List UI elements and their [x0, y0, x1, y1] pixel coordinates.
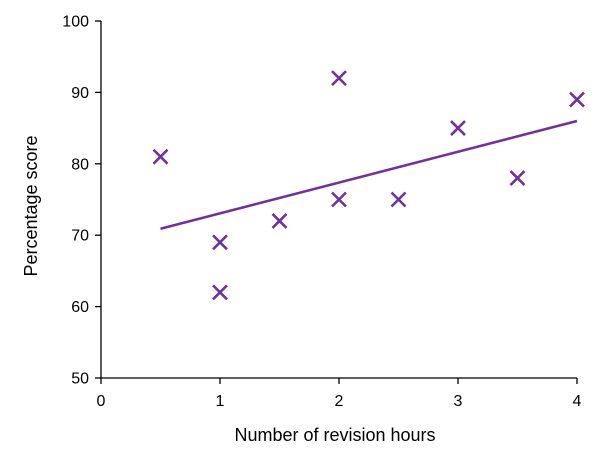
data-point — [331, 191, 347, 208]
data-point — [152, 148, 169, 165]
x-tick-label: 3 — [454, 393, 463, 410]
data-point — [569, 91, 585, 108]
data-point — [271, 213, 288, 229]
data-point — [450, 120, 466, 137]
x-tick-label: 0 — [97, 393, 106, 410]
data-point — [212, 284, 228, 301]
axes: 50 60 70 80 90 100 0 1 2 3 4 — [62, 14, 581, 411]
trendline — [160, 119, 578, 231]
y-tick-label: 70 — [71, 228, 89, 245]
y-axis-title: Percentage score — [21, 135, 41, 276]
data-point — [212, 234, 228, 251]
y-tick-label: 60 — [71, 299, 89, 316]
x-axis-title: Number of revision hours — [234, 425, 435, 445]
data-point — [331, 70, 347, 87]
y-tick-label: 100 — [62, 14, 89, 31]
trendline-layer — [160, 119, 578, 231]
x-tick-label: 1 — [216, 393, 225, 410]
data-point — [390, 191, 407, 208]
x-tick-label: 4 — [573, 393, 582, 410]
data-point — [509, 170, 526, 186]
x-tick-label: 2 — [335, 393, 344, 410]
y-tick-label: 90 — [71, 85, 89, 102]
y-tick-label: 80 — [71, 156, 89, 173]
y-tick-label: 50 — [71, 371, 89, 388]
points-layer — [152, 70, 585, 301]
